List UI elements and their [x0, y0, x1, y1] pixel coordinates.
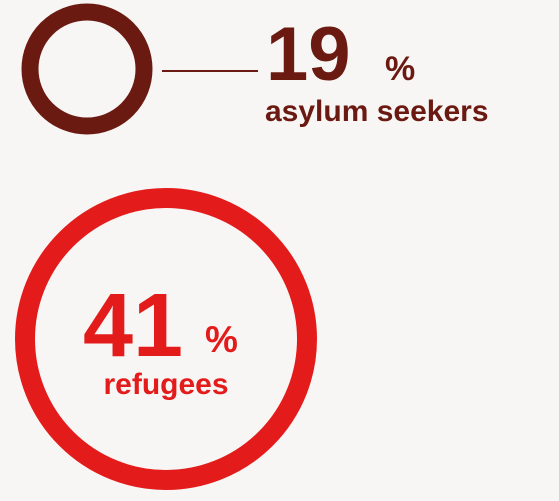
asylum-seekers-value: 19 — [266, 12, 351, 97]
refugees-value: 41 — [83, 276, 183, 376]
refugees-ring — [15, 188, 317, 490]
refugees-label: refugees — [103, 368, 228, 401]
asylum-seekers-label: asylum seekers — [265, 95, 489, 128]
refugees-item: 41 % refugees — [15, 188, 317, 490]
asylum-seekers-ring — [21, 3, 153, 135]
asylum-seekers-percent-sign: % — [385, 50, 415, 88]
refugees-percent-sign: % — [205, 319, 238, 360]
asylum-seekers-item: 19 % asylum seekers — [21, 3, 489, 135]
